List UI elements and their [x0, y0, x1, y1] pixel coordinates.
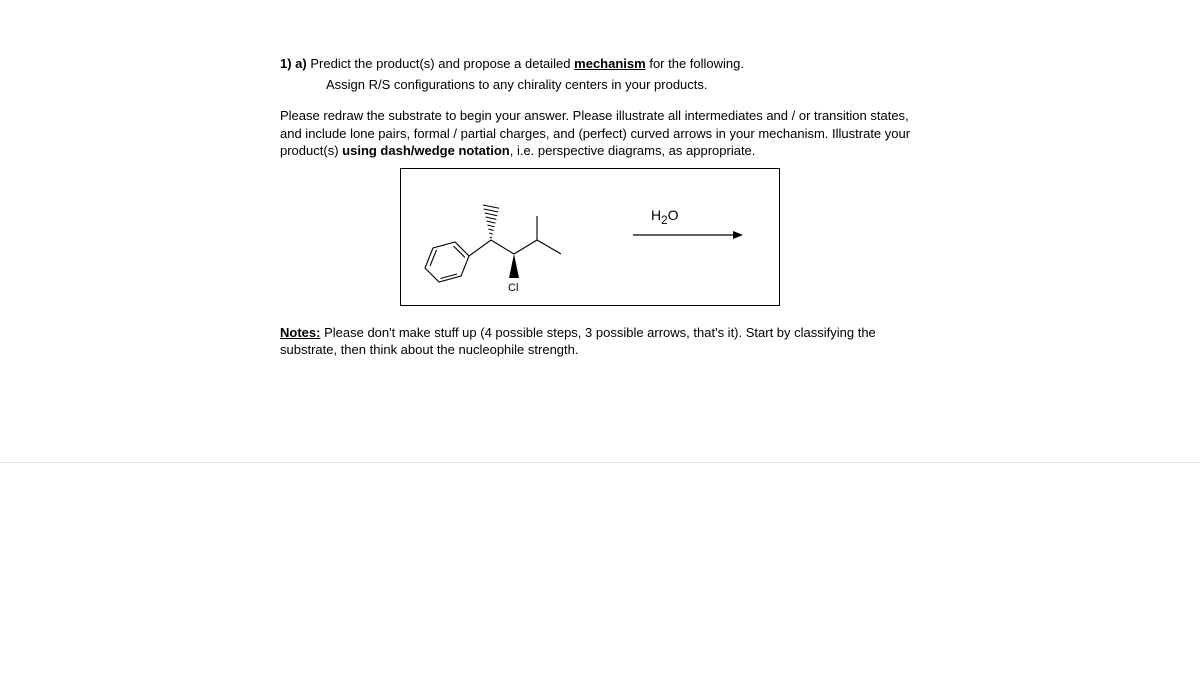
cl-label: Cl	[508, 282, 518, 294]
instructions-bold: using dash/wedge notation	[342, 143, 510, 158]
reaction-arrow-icon	[633, 227, 743, 243]
question-number: 1) a)	[280, 56, 307, 71]
molecule-structure: Cl	[409, 184, 584, 304]
document-content: 1) a) Predict the product(s) and propose…	[280, 55, 920, 675]
prompt-prefix: Predict the product(s) and propose a det…	[310, 56, 570, 71]
instructions-text: Please redraw the substrate to begin you…	[280, 107, 920, 160]
notes-paragraph: Notes: Please don't make stuff up (4 pos…	[280, 324, 920, 359]
page-divider	[0, 462, 1200, 463]
question-header: 1) a) Predict the product(s) and propose…	[280, 55, 920, 73]
instructions-suffix: , i.e. perspective diagrams, as appropri…	[510, 143, 756, 158]
notes-label: Notes:	[280, 325, 320, 340]
reagent-label: H2O	[651, 207, 679, 227]
notes-text: Please don't make stuff up (4 possible s…	[280, 325, 876, 358]
reaction-diagram: Cl H2O	[400, 168, 780, 306]
question-subprompt: Assign R/S configurations to any chirali…	[326, 76, 920, 94]
prompt-keyword: mechanism	[574, 56, 646, 71]
prompt-suffix: for the following.	[649, 56, 744, 71]
